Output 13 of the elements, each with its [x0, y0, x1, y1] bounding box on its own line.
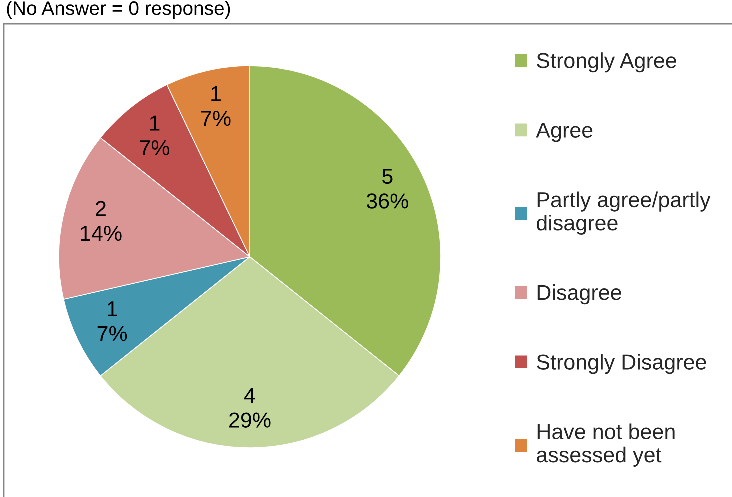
data-label: 1 7% [140, 116, 170, 156]
text: (No Answer = 0 response) [7, 1, 230, 20]
legend-label: Partly agree/partly disagree [537, 192, 711, 236]
data-label: 4 29% [230, 388, 271, 428]
data-label: 1 7% [98, 302, 128, 342]
data-label: 5 36% [366, 169, 408, 209]
legend-label: Disagree [538, 284, 622, 305]
data-label: 1 7% [202, 86, 231, 126]
legend-label: Strongly Disagree [537, 354, 706, 374]
legend-label: Agree [536, 122, 593, 142]
legend-label: Strongly Agree [537, 52, 676, 73]
data-label: 2 14% [81, 201, 122, 242]
legend-label: Have not been assessed yet [537, 424, 675, 467]
